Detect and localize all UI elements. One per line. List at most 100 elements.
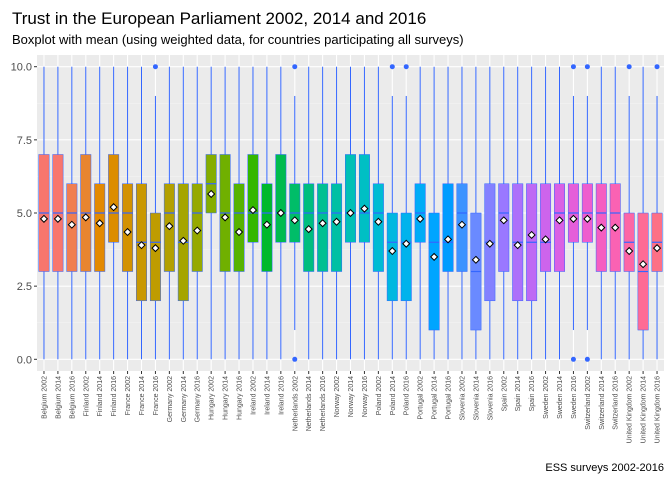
chart-title: Trust in the European Parliament 2002, 2… — [12, 9, 426, 28]
box-body — [317, 183, 329, 272]
x-tick-label: Hungary 2014 — [223, 376, 230, 420]
box-11 — [191, 66, 203, 360]
x-tick-label: Ireland 2002 — [250, 376, 257, 415]
mean-marker — [109, 203, 118, 212]
x-tick-label: Finland 2002 — [83, 376, 90, 417]
x-tick-label: Netherlands 2002 — [292, 376, 299, 431]
x-axis-ticks: Belgium 2002 Belgium 2014 Belgium 2016 Finl… — [41, 371, 662, 443]
box-41 — [609, 66, 621, 360]
mean-marker — [402, 239, 411, 248]
outlier-point — [152, 64, 158, 70]
box-25 — [386, 64, 398, 360]
box-body — [358, 154, 370, 243]
mean-marker — [207, 189, 216, 199]
mean-marker — [652, 244, 662, 253]
mean-marker — [374, 217, 383, 226]
mean-marker — [416, 214, 425, 223]
mean-marker — [527, 230, 536, 240]
box-40 — [595, 66, 607, 360]
outlier-point — [570, 64, 576, 70]
mean-marker — [220, 213, 230, 222]
outlier-point — [570, 356, 576, 362]
mean-marker — [123, 227, 132, 237]
mean-marker — [165, 222, 174, 231]
box-38 — [567, 64, 579, 362]
box-5 — [108, 66, 120, 360]
box-body — [428, 212, 440, 331]
x-tick-label: Ireland 2014 — [264, 376, 271, 415]
box-10 — [177, 66, 189, 360]
box-26 — [400, 64, 412, 360]
box-39 — [581, 64, 593, 362]
box-14 — [233, 66, 245, 360]
box-12 — [205, 66, 217, 360]
mean-marker — [471, 255, 481, 264]
box-20 — [317, 66, 329, 360]
x-tick-label: France 2014 — [139, 376, 146, 415]
box-body — [554, 183, 565, 272]
box-32 — [484, 66, 496, 360]
box-21 — [331, 66, 343, 360]
box-23 — [358, 66, 370, 360]
x-tick-label: Sweden 2016 — [571, 376, 578, 419]
x-tick-label: United Kingdom 2016 — [655, 376, 662, 443]
x-tick-label: Poland 2014 — [390, 376, 397, 415]
outlier-point — [626, 64, 632, 70]
mean-marker — [541, 235, 550, 244]
x-tick-label: United Kingdom 2014 — [641, 376, 648, 443]
box-body — [386, 212, 398, 302]
mean-marker — [95, 219, 104, 228]
mean-marker — [583, 214, 592, 223]
box-29 — [442, 66, 454, 360]
box-9 — [163, 66, 175, 360]
mean-marker — [39, 214, 49, 223]
mean-marker — [388, 246, 397, 256]
chart-subtitle: Boxplot with mean (using weighted data, … — [12, 32, 464, 47]
outlier-point — [292, 64, 298, 70]
x-tick-label: Netherlands 2014 — [306, 376, 313, 431]
x-tick-label: United Kingdom 2002 — [627, 376, 634, 443]
y-tick-label: 10.0 — [11, 62, 32, 74]
x-tick-label: Netherlands 2016 — [320, 376, 327, 431]
x-tick-label: Sweden 2002 — [543, 376, 550, 419]
boxes — [38, 64, 663, 362]
box-36 — [540, 66, 552, 360]
box-body — [94, 183, 106, 272]
x-tick-label: Slovenia 2016 — [487, 376, 494, 420]
x-tick-label: Switzerland 2002 — [585, 376, 592, 430]
box-34 — [512, 66, 524, 360]
box-6 — [122, 66, 134, 360]
box-body — [233, 183, 245, 272]
box-27 — [414, 66, 426, 360]
mean-marker — [499, 216, 508, 225]
x-tick-label: Norway 2016 — [362, 376, 369, 417]
box-13 — [219, 66, 231, 360]
x-tick-label: France 2002 — [125, 376, 132, 415]
box-24 — [372, 66, 384, 360]
mean-marker — [318, 219, 327, 228]
mean-marker — [193, 226, 202, 235]
outlier-point — [389, 64, 395, 70]
mean-marker — [234, 227, 244, 237]
x-tick-label: Sweden 2014 — [557, 376, 564, 419]
mean-marker — [262, 220, 272, 229]
box-17 — [275, 66, 287, 360]
box-2 — [66, 66, 78, 360]
box-body — [122, 183, 134, 272]
box-28 — [428, 66, 440, 360]
x-tick-label: Poland 2016 — [404, 376, 411, 415]
x-tick-label: Spain 2016 — [529, 376, 536, 412]
mean-marker — [248, 205, 258, 215]
box-0 — [38, 66, 50, 360]
mean-marker — [53, 214, 63, 223]
mean-marker — [597, 223, 606, 232]
x-tick-label: Germany 2014 — [181, 376, 188, 422]
mean-marker — [611, 223, 620, 232]
x-tick-label: Hungary 2016 — [237, 376, 244, 420]
y-tick-label: 0.0 — [17, 354, 32, 366]
x-tick-label: Germany 2016 — [195, 376, 202, 422]
box-body — [149, 212, 161, 302]
x-tick-label: Slovenia 2002 — [459, 376, 466, 420]
box-body — [498, 183, 510, 272]
